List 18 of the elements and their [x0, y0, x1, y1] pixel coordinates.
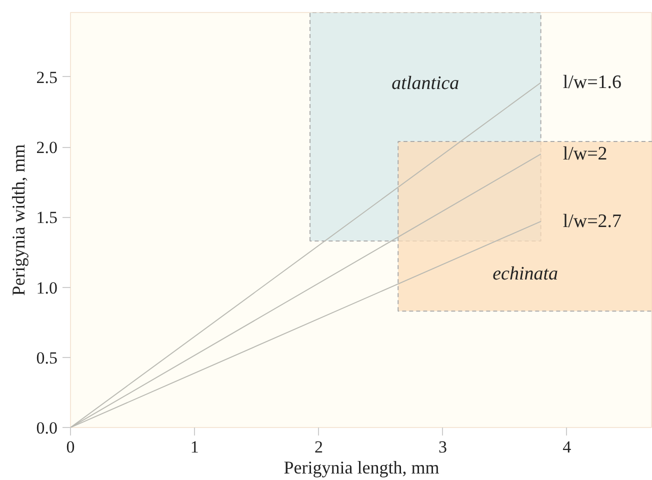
x-tick-label: 0 — [66, 438, 75, 456]
x-tick-label: 4 — [562, 438, 572, 456]
series-label: l/w=2 — [562, 144, 608, 165]
x-tick-label: 1 — [190, 438, 199, 456]
series-label: l/w=1.6 — [562, 72, 622, 94]
x-tick-label: 3 — [438, 438, 448, 456]
x-tick-label: 2 — [314, 438, 323, 456]
y-axis-title: Perigynia width, mm — [8, 144, 28, 296]
y-tick-label: 1.0 — [36, 278, 58, 298]
y-tick-label: 0.5 — [36, 348, 58, 368]
y-tick-label: 2.5 — [36, 68, 58, 87]
series-label: atlantica — [392, 72, 460, 94]
y-tick-label: 2.0 — [36, 138, 58, 158]
y-tick-label: 1.5 — [36, 208, 58, 228]
y-tick-label: 0.0 — [36, 418, 58, 438]
series-label: l/w=2.7 — [562, 210, 622, 232]
x-axis-title: Perigynia length, mm — [284, 458, 440, 478]
series-label: echinata — [492, 263, 558, 284]
